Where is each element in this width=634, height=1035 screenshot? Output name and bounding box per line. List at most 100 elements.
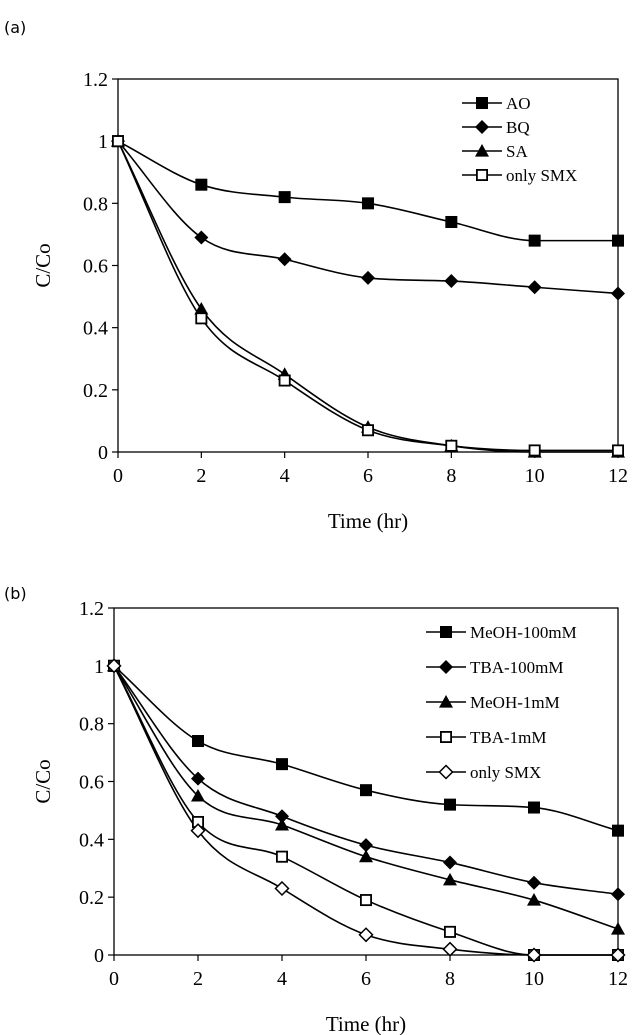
legend-label-only-smx: only SMX [506, 166, 577, 185]
point-only-smx-1 [195, 312, 208, 325]
legend-marker-only-smx [438, 764, 454, 780]
point-tba-100mm-4 [443, 855, 457, 870]
series-line-bq [117, 140, 619, 295]
x-tick-label-12: 12 [608, 968, 628, 990]
point-sa-1 [194, 302, 209, 315]
point-bq-6 [611, 286, 625, 301]
point-bq-2 [277, 252, 292, 267]
legend-label-meoh-100mm: MeOH-100mM [470, 623, 577, 642]
x-tick-label-10: 10 [525, 465, 545, 487]
legend-marker-ao [476, 97, 488, 109]
point-ao-6 [612, 234, 624, 247]
chart-b: 0 0.2 0.4 0.6 0.8 1 1.2 0 2 4 6 8 10 12 Time (hr) C/Co M… [31, 598, 628, 1035]
y-tick-label-0-2: 0.2 [83, 380, 108, 402]
point-only-smx-2 [274, 880, 290, 897]
point-only-smx-3 [358, 927, 374, 943]
legend-label-meoh-1mm: MeOH-1mM [470, 693, 560, 712]
x-axis-label: Time (hr) [326, 1012, 406, 1035]
point-only-smx-0 [112, 135, 125, 148]
point-meoh-100mm-4 [444, 798, 456, 811]
y-tick-label-1: 1 [94, 656, 104, 678]
point-tba-100mm-3 [359, 838, 373, 853]
y-tick-label-0-8: 0.8 [79, 714, 104, 736]
x-tick-label-6: 6 [363, 465, 373, 487]
y-tick-label-0-2: 0.2 [79, 887, 104, 909]
point-tba-100mm-5 [527, 875, 541, 890]
y-tick-label-0-6: 0.6 [83, 256, 108, 278]
y-tick-label-0-8: 0.8 [83, 193, 108, 215]
legend-label-tba-100mm: TBA-100mM [470, 658, 564, 677]
chart-a: 0 0.2 0.4 0.6 0.8 1 1.2 0 2 4 6 8 10 12 Time (hr) C/Co A… [31, 69, 628, 533]
point-bq-5 [527, 280, 542, 295]
x-tick-label-2: 2 [196, 465, 206, 487]
legend-label-sa: SA [506, 142, 528, 161]
point-meoh-100mm-3 [360, 784, 372, 797]
legend-marker-sa [475, 144, 489, 157]
point-bq-4 [444, 274, 459, 289]
point-meoh-100mm-1 [192, 735, 204, 748]
legend-marker-meoh-100mm [440, 626, 452, 638]
legend-marker-bq [475, 120, 489, 134]
panel-a-label: (a) [4, 18, 27, 37]
point-meoh-1mm-1 [191, 788, 205, 802]
point-tba-100mm-1 [191, 771, 205, 786]
point-tba-1mm-2 [275, 850, 288, 863]
point-tba-100mm-6 [611, 887, 625, 902]
point-meoh-1mm-5 [527, 893, 541, 906]
point-only-smx-4 [442, 941, 458, 957]
x-tick-label-4: 4 [280, 465, 290, 487]
point-ao-3 [362, 197, 374, 210]
point-meoh-100mm-6 [612, 824, 624, 837]
point-only-smx-3 [361, 424, 374, 437]
series-line-meoh-100mm [113, 665, 619, 832]
legend-marker-tba-1mm [439, 730, 452, 743]
point-meoh-100mm-5 [528, 801, 540, 814]
point-meoh-1mm-3 [359, 849, 373, 863]
point-only-smx-6 [612, 444, 625, 457]
x-tick-label-6: 6 [361, 968, 371, 990]
point-meoh-100mm-2 [276, 758, 288, 771]
y-tick-label-1-2: 1.2 [79, 598, 104, 620]
point-meoh-1mm-4 [443, 872, 457, 886]
legend-label-bq: BQ [506, 118, 530, 137]
x-tick-label-0: 0 [109, 968, 119, 990]
y-tick-label-1: 1 [98, 131, 108, 153]
x-tick-label-8: 8 [446, 465, 456, 487]
legend-label-tba-1mm: TBA-1mM [470, 728, 547, 747]
y-tick-label-1-2: 1.2 [83, 69, 108, 91]
legend-label-only-smx: only SMX [470, 763, 541, 782]
point-only-smx-1 [190, 823, 206, 839]
x-tick-label-2: 2 [193, 968, 203, 990]
point-only-smx-6 [610, 947, 626, 963]
x-tick-label-12: 12 [608, 465, 628, 487]
series-line-sa [117, 140, 618, 453]
y-tick-label-0-4: 0.4 [79, 829, 104, 851]
legend-marker-only-smx [475, 168, 488, 181]
plot-area-frame [117, 78, 619, 453]
point-ao-5 [528, 234, 541, 247]
point-only-smx-2 [278, 374, 291, 387]
y-axis-label: C/Co [31, 243, 55, 287]
legend-label-ao: AO [506, 94, 531, 113]
point-only-smx-5 [526, 947, 542, 963]
point-meoh-1mm-2 [275, 817, 289, 831]
series-line-ao [117, 140, 618, 242]
point-only-smx-0 [106, 658, 122, 674]
point-ao-2 [278, 191, 291, 204]
point-bq-3 [361, 270, 375, 285]
point-only-smx-4 [445, 439, 458, 452]
panel-b-label: (b) [4, 584, 27, 603]
y-tick-label-0-4: 0.4 [83, 318, 108, 340]
x-tick-label-8: 8 [445, 968, 455, 990]
point-ao-1 [195, 178, 208, 191]
legend-marker-meoh-1mm [439, 695, 453, 708]
y-tick-label-0: 0 [98, 442, 108, 464]
point-only-smx-5 [528, 444, 541, 457]
point-bq-1 [194, 230, 209, 245]
x-tick-label-10: 10 [524, 968, 544, 990]
x-axis-label: Time (hr) [328, 509, 408, 533]
y-axis-label: C/Co [31, 759, 55, 803]
y-tick-label-0: 0 [94, 945, 104, 967]
point-meoh-1mm-6 [611, 921, 625, 935]
x-tick-label-4: 4 [277, 968, 287, 990]
